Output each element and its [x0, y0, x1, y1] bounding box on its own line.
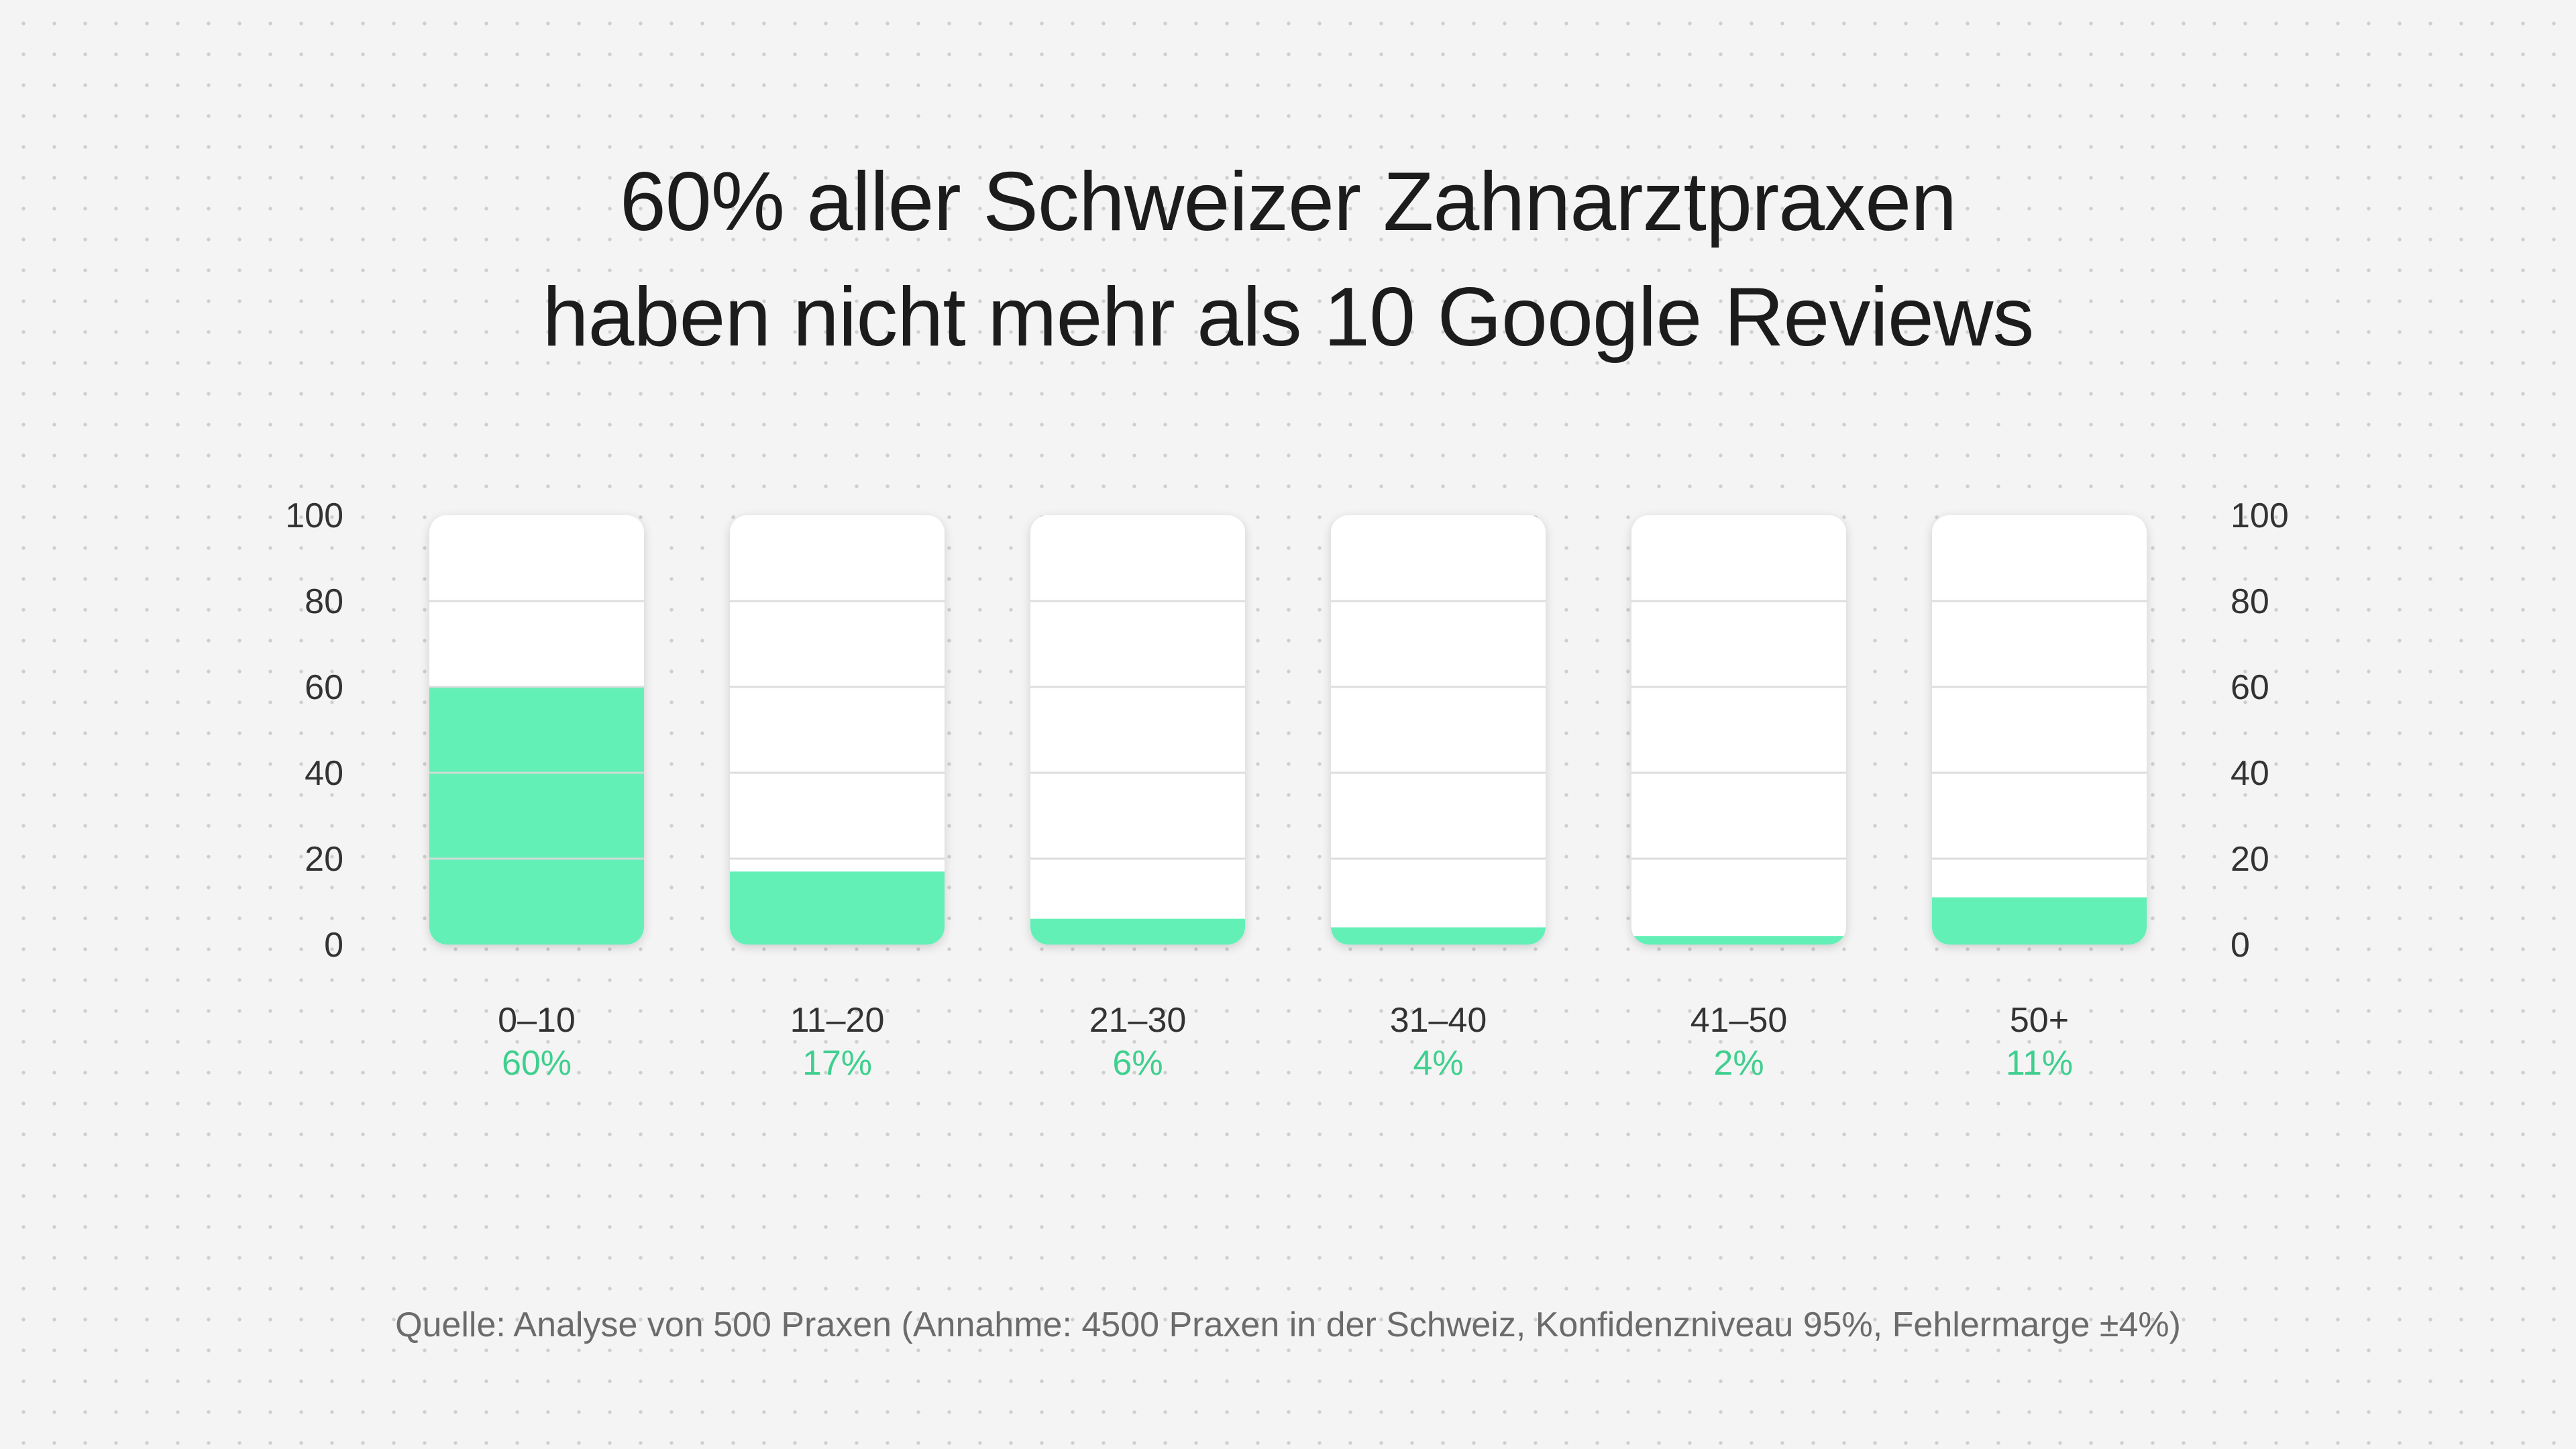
bar-group: 21–30 6% [1030, 515, 1245, 1083]
y-tick-label-right: 0 [2231, 926, 2250, 965]
bar-group: 31–40 4% [1331, 515, 1546, 1083]
x-tick-label: 0–10 [498, 1001, 576, 1040]
bar-track [1631, 515, 1846, 945]
data-label: 17% [802, 1044, 872, 1083]
y-tick-label-left: 100 [285, 496, 343, 535]
x-tick-label: 41–50 [1690, 1001, 1788, 1040]
x-tick-label: 50+ [2010, 1001, 2069, 1040]
bar-track [730, 515, 945, 945]
bar-group: 50+11% [1932, 515, 2147, 1083]
y-tick-label-left: 40 [305, 754, 343, 793]
data-label: 4% [1413, 1044, 1463, 1083]
chart-title: 60% aller Schweizer Zahnarztpraxen haben… [0, 144, 2576, 375]
y-tick-label-left: 20 [305, 840, 343, 879]
x-tick-label: 21–30 [1089, 1001, 1187, 1040]
x-tick-label: 11–20 [790, 1001, 885, 1040]
bar [1331, 927, 1546, 945]
y-tick-label-right: 40 [2231, 754, 2269, 793]
data-label: 6% [1112, 1044, 1163, 1083]
bar [1932, 897, 2147, 945]
bar [1631, 936, 1846, 945]
y-tick-label-right: 60 [2231, 668, 2269, 707]
y-tick-label-left: 0 [324, 926, 343, 965]
chart-title-line-1: 60% aller Schweizer Zahnarztpraxen [619, 156, 1957, 248]
bar-group: 0–10 60% [429, 515, 644, 1083]
bar-group: 41–50 2% [1631, 515, 1846, 1083]
data-label: 2% [1713, 1044, 1764, 1083]
bar-group: 11–20 17% [730, 515, 945, 1083]
x-tick-label: 31–40 [1390, 1001, 1487, 1040]
y-tick-label-right: 20 [2231, 840, 2269, 879]
data-label: 11% [2006, 1044, 2073, 1083]
y-tick-label-left: 80 [305, 582, 343, 621]
bar-track [1030, 515, 1245, 945]
bar [1030, 918, 1245, 945]
bar [429, 687, 644, 945]
data-label: 60% [502, 1044, 572, 1083]
bar [730, 871, 945, 945]
bar-track [1932, 515, 2147, 945]
chart-title-line-2: haben nicht mehr als 10 Google Reviews [542, 271, 2035, 364]
bar-track [1331, 515, 1546, 945]
y-tick-label-right: 80 [2231, 582, 2269, 621]
y-tick-label-left: 60 [305, 668, 343, 707]
y-tick-label-right: 100 [2231, 496, 2289, 535]
source-note: Quelle: Analyse von 500 Praxen (Annahme:… [395, 1305, 2181, 1344]
